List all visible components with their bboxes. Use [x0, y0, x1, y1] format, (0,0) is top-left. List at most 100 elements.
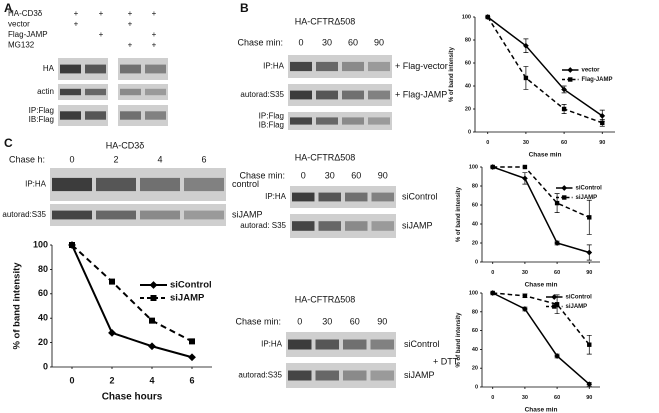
x-tick-label: 2	[109, 375, 114, 385]
blot-label: IP:Flag	[259, 112, 284, 121]
marker	[149, 317, 155, 324]
blot-side-label: siJAMP	[404, 370, 435, 380]
marker	[554, 200, 560, 206]
y-tick-label: 60	[38, 288, 48, 298]
blot-band	[288, 370, 312, 381]
marker	[485, 14, 490, 20]
y-tick-label: 60	[472, 202, 478, 208]
blot-band	[315, 370, 339, 381]
blot-band	[52, 177, 92, 192]
condition-mark: +	[74, 9, 79, 18]
blot-band	[85, 111, 106, 120]
x-tick-label: 30	[522, 270, 528, 276]
x-tick-label: 90	[586, 270, 592, 276]
blot-label: autorad:S35	[2, 210, 46, 219]
condition-label: HA-CD3δ	[8, 9, 43, 18]
y-tick-label: 20	[38, 337, 48, 347]
blot-band	[184, 177, 224, 192]
chase-time: 6	[201, 154, 206, 164]
marker	[490, 290, 495, 296]
blot-band	[315, 339, 339, 350]
blot-band	[343, 370, 367, 381]
x-axis-label: Chase min	[529, 152, 562, 159]
x-axis-label: Chase hours	[102, 392, 163, 403]
legend-marker	[552, 304, 557, 309]
condition-mark: +	[128, 20, 133, 29]
marker	[587, 342, 592, 347]
blot-band	[318, 192, 341, 202]
marker	[586, 381, 593, 388]
blot-band	[318, 221, 341, 231]
blot-label: autorad: S35	[240, 221, 286, 230]
x-tick-label: 90	[586, 395, 592, 401]
chase-time: 30	[322, 37, 332, 47]
y-tick-label: 60	[465, 60, 471, 66]
blot-band	[60, 88, 81, 96]
x-tick-label: 60	[554, 270, 560, 276]
blot-side-label: control	[232, 179, 259, 189]
blot-note: + DTT	[433, 356, 459, 366]
blot-label: IP:HA	[263, 62, 285, 71]
chase-time: 2	[113, 154, 118, 164]
condition-mark: +	[128, 9, 133, 18]
y-tick-label: 40	[465, 83, 471, 89]
x-tick-label: 30	[522, 395, 528, 401]
blot-band	[120, 88, 141, 96]
blot-band	[342, 117, 364, 125]
blot	[58, 58, 108, 80]
blot-band	[292, 221, 315, 231]
condition-label: vector	[8, 20, 30, 29]
chase-time: 0	[298, 37, 303, 47]
blot-band	[145, 111, 166, 120]
blot-label: IB:Flag	[259, 121, 284, 130]
series-line	[492, 166, 590, 254]
marker	[561, 106, 567, 112]
legend-label: vector	[582, 68, 601, 74]
chase-time: 90	[374, 37, 384, 47]
blot-band	[371, 221, 394, 231]
x-tick-label: 6	[189, 375, 194, 385]
condition-label: Flag-JAMP	[8, 30, 48, 39]
marker	[587, 215, 592, 220]
blot-band	[316, 117, 338, 125]
blot-side-label: + Flag-JAMP	[395, 89, 447, 99]
x-tick-label: 4	[149, 375, 154, 385]
y-axis-label: % of band intensity	[12, 262, 23, 350]
legend-marker	[568, 77, 573, 82]
blot-band	[288, 339, 312, 350]
blot-band	[345, 192, 368, 202]
marker	[554, 353, 560, 359]
chase-time: 0	[69, 154, 74, 164]
y-tick-label: 40	[472, 221, 478, 227]
y-tick-label: 0	[43, 361, 48, 371]
blot-label: actin	[37, 87, 54, 96]
x-tick-label: 0	[69, 375, 74, 385]
condition-label: MG132	[8, 41, 35, 50]
chase-time: 60	[351, 170, 361, 180]
blot	[288, 112, 392, 130]
blot	[58, 105, 108, 126]
marker	[523, 42, 529, 49]
blot-band	[368, 90, 390, 100]
blot-band	[120, 64, 141, 74]
blot-band	[96, 177, 136, 192]
blot-band	[85, 88, 106, 96]
marker	[554, 302, 560, 307]
y-tick-label: 80	[38, 264, 48, 274]
marker	[522, 164, 528, 170]
blot-band	[316, 61, 338, 72]
chase-label: Chase min:	[237, 37, 283, 47]
legend-marker	[149, 281, 158, 289]
chase-time: 90	[378, 170, 388, 180]
blot-side-label: siControl	[402, 191, 438, 201]
x-tick-label: 0	[491, 270, 494, 276]
blot-band	[140, 210, 180, 220]
blot-band	[60, 64, 81, 74]
x-tick-label: 60	[561, 140, 567, 146]
condition-mark: +	[99, 9, 104, 18]
blot-side-label: + Flag-vector	[395, 61, 448, 71]
marker	[599, 113, 606, 119]
blot	[288, 84, 392, 106]
blot-band	[290, 61, 312, 72]
